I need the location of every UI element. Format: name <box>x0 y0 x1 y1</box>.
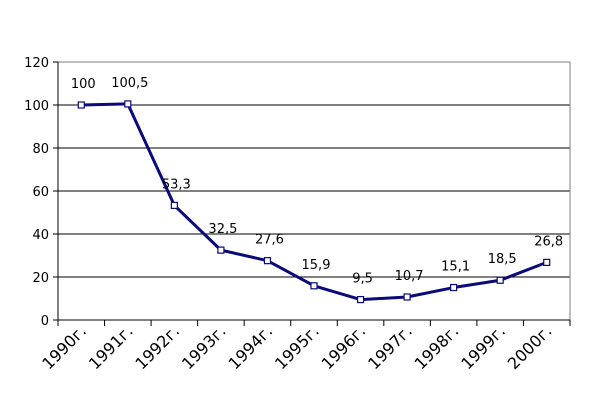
x-axis-ticks: 1990г.1991г.1992г.1993г.1994г.1995г.1996… <box>38 320 571 373</box>
x-tick-label: 2000г. <box>504 321 556 373</box>
x-tick-label: 1992г. <box>131 321 183 373</box>
y-tick-label: 40 <box>32 228 49 243</box>
data-point-marker <box>450 283 458 292</box>
data-point-marker <box>124 100 132 108</box>
data-labels: 100 100,5 53,3 32,5 27,6 15,9 9,5 10,7 15,1 18,5 2… <box>71 76 563 287</box>
data-point-marker <box>403 293 411 301</box>
x-tick-label: 1994г. <box>225 321 277 373</box>
x-tick-label: 1993г. <box>178 321 230 373</box>
y-tick-label: 20 <box>32 271 49 286</box>
data-label: 15,1 <box>441 260 470 275</box>
x-tick-label: 1990г. <box>38 321 90 373</box>
series-markers <box>77 100 551 304</box>
data-label: 18,5 <box>488 252 517 267</box>
y-tick-label: 120 <box>24 56 49 71</box>
x-tick-label: 1997г. <box>364 321 416 373</box>
data-label: 9,5 <box>352 272 373 287</box>
data-label: 32,5 <box>208 222 237 237</box>
x-tick-label: 1996г. <box>318 321 370 373</box>
data-point-marker <box>496 276 504 284</box>
data-label: 27,6 <box>255 233 284 248</box>
data-point-marker <box>217 246 225 254</box>
data-point-marker <box>543 258 551 266</box>
data-point-marker <box>310 282 318 290</box>
data-label: 15,9 <box>302 258 331 273</box>
data-label: 10,7 <box>395 269 424 284</box>
data-label: 100,5 <box>111 76 148 91</box>
y-tick-label: 0 <box>41 314 49 329</box>
data-point-marker <box>263 257 272 265</box>
data-label: 26,8 <box>534 234 563 249</box>
x-tick-label: 1998г. <box>411 321 463 373</box>
data-point-marker <box>77 101 85 109</box>
y-axis-ticks: 0 20 40 60 80 100 120 <box>24 56 58 329</box>
x-tick-label: 1999г. <box>457 321 509 373</box>
data-point-marker <box>356 295 365 304</box>
y-tick-label: 100 <box>24 99 49 114</box>
y-tick-label: 60 <box>32 185 49 200</box>
data-label: 100 <box>71 77 96 92</box>
gridlines <box>58 61 570 278</box>
data-label: 53,3 <box>162 177 191 192</box>
y-tick-label: 80 <box>32 142 49 157</box>
x-tick-label: 1991г. <box>85 321 137 373</box>
x-tick-label: 1995г. <box>271 321 323 373</box>
data-point-marker <box>170 201 178 210</box>
